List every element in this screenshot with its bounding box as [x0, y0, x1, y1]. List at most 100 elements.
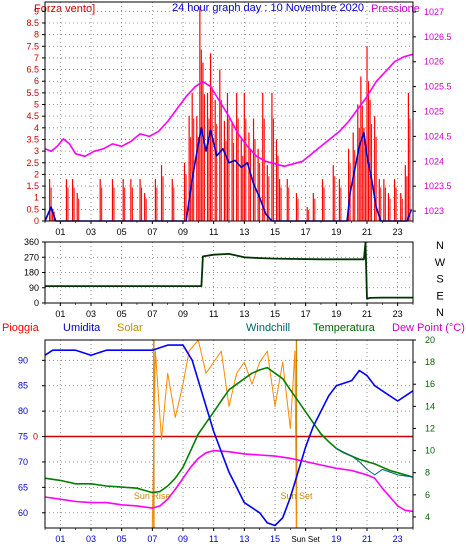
x-tick-label: 03: [86, 534, 96, 544]
temperature-line: [44, 366, 414, 494]
solar-line: [45, 339, 413, 529]
x-tick-label: 01: [55, 534, 65, 544]
left-axis-tick-label: 270: [24, 252, 39, 262]
left-axis-tick-label: 6.5: [26, 65, 39, 75]
right-axis-tick-label: 18: [425, 357, 435, 367]
left-axis-tick-label: 90: [18, 355, 28, 365]
humidity-line: [44, 344, 414, 527]
header-left-label: Forza vento]: [34, 3, 95, 15]
x-tick-label: 15: [270, 309, 280, 319]
left-axis-tick-label: 65: [18, 482, 28, 492]
right-axis-tick-label: 1027: [424, 7, 444, 17]
x-tick-label: 03: [86, 309, 96, 319]
plot-frame: [44, 1, 414, 222]
wind-pressure-panel: 0 0.51 1.5 22.5 3 3.54 4.55 5.5 66.5 7 7.58 8.5 9 102…: [26, 1, 452, 237]
x-tick-label: 21: [362, 534, 372, 544]
x-tick-label: 23: [393, 534, 403, 544]
right-axis-tick-label: 10: [425, 446, 435, 456]
right-axis-tick-label: 8: [425, 468, 430, 478]
rain-axis-label: 0: [33, 432, 38, 442]
left-axis-tick-label: 4: [34, 123, 39, 133]
x-tick-label: 11: [209, 534, 218, 544]
left-axis-tick-label: 0: [34, 298, 39, 308]
left-axis-tick-label: 5: [34, 100, 39, 110]
sun-marker-label: Sun Rise: [134, 491, 171, 501]
x-tick-label: 01: [55, 309, 65, 319]
x-tick-label: 19: [331, 309, 341, 319]
x-tick-label: 23: [393, 309, 403, 319]
x-tick-label: 19: [331, 534, 341, 544]
legend-label: Windchill: [246, 322, 290, 334]
right-axis-tick-label: 6: [425, 490, 430, 500]
right-axis-tick-label: 1025: [424, 107, 444, 117]
x-tick-label: 09: [178, 534, 188, 544]
x-tick-label: 21: [362, 309, 372, 319]
left-axis-tick-label: 3.5: [26, 134, 39, 144]
compass-label: E: [436, 290, 443, 302]
left-axis-tick-label: 3: [34, 146, 39, 156]
x-tick-label: 13: [239, 227, 249, 237]
right-axis-tick-label: 1026: [424, 57, 444, 67]
right-axis-tick-label: 1026.5: [424, 32, 452, 42]
left-axis-tick-label: 85: [18, 381, 28, 391]
x-tick-label: 05: [117, 227, 127, 237]
left-axis-tick-label: 8.5: [26, 18, 39, 28]
x-tick-label: 13: [239, 534, 249, 544]
dewpoint-line: [44, 449, 414, 513]
left-axis-tick-label: 75: [18, 432, 28, 442]
left-axis-tick-label: 2.5: [26, 158, 39, 168]
x-tick-label: 05: [117, 534, 127, 544]
pressure-line: [44, 53, 414, 168]
x-tick-label: 09: [178, 227, 188, 237]
right-axis-tick-label: 16: [425, 379, 435, 389]
x-tick-label: Sun Set: [291, 535, 320, 544]
x-tick-label: 11: [209, 227, 218, 237]
right-axis-tick-label: 1024.5: [424, 131, 452, 141]
x-tick-label: 07: [147, 309, 157, 319]
x-tick-label: 17: [301, 309, 311, 319]
plot-frame: [44, 339, 414, 529]
left-axis-tick-label: 9: [34, 6, 39, 16]
plot-frame: [44, 241, 414, 304]
left-axis-tick-label: 0: [34, 216, 39, 226]
humidity-temperature-panel: Pioggia Umidita Solar Windchill Temperatura D…: [2, 322, 465, 544]
left-axis-tick-label: 7.5: [26, 41, 39, 51]
legend-label: Temperatura: [313, 322, 376, 334]
right-axis-tick-label: 4: [425, 512, 430, 522]
right-axis-tick-label: 20: [425, 335, 435, 345]
legend-label: Umidita: [63, 322, 101, 334]
left-axis-tick-label: 6: [34, 76, 39, 86]
compass-label: W: [435, 257, 446, 269]
right-axis-tick-label: 1023.5: [424, 181, 452, 191]
right-axis-tick-label: 1023: [424, 206, 444, 216]
right-axis-tick-label: 1025.5: [424, 82, 452, 92]
compass-label: N: [436, 240, 444, 252]
legend-label: Dew Point (°C): [392, 322, 465, 334]
x-tick-label: 19: [331, 227, 341, 237]
left-axis-tick-label: 70: [18, 457, 28, 467]
x-tick-label: 13: [239, 309, 249, 319]
left-axis-tick-label: 1: [34, 193, 39, 203]
x-tick-label: 15: [270, 534, 280, 544]
wind-average-line: [44, 127, 413, 222]
x-tick-label: 21: [362, 227, 372, 237]
right-axis-tick-label: 14: [425, 401, 435, 411]
wind-direction-line: [45, 241, 413, 300]
x-tick-label: 23: [393, 227, 403, 237]
x-tick-label: 09: [178, 309, 188, 319]
x-tick-label: 07: [147, 227, 157, 237]
x-tick-label: 17: [301, 227, 311, 237]
compass-label: S: [436, 274, 443, 286]
left-axis-tick-label: 4.5: [26, 111, 39, 121]
sun-marker-label: Sun Set: [280, 491, 313, 501]
compass-label: N: [436, 307, 444, 319]
x-tick-label: 07: [147, 534, 157, 544]
left-axis-tick-label: 90: [29, 283, 39, 293]
left-axis-tick-label: 7: [34, 53, 39, 63]
right-axis-tick-label: 1024: [424, 156, 444, 166]
windchill-line: [336, 447, 414, 478]
legend-label: Solar: [117, 322, 143, 334]
left-axis-tick-label: 1.5: [26, 181, 39, 191]
